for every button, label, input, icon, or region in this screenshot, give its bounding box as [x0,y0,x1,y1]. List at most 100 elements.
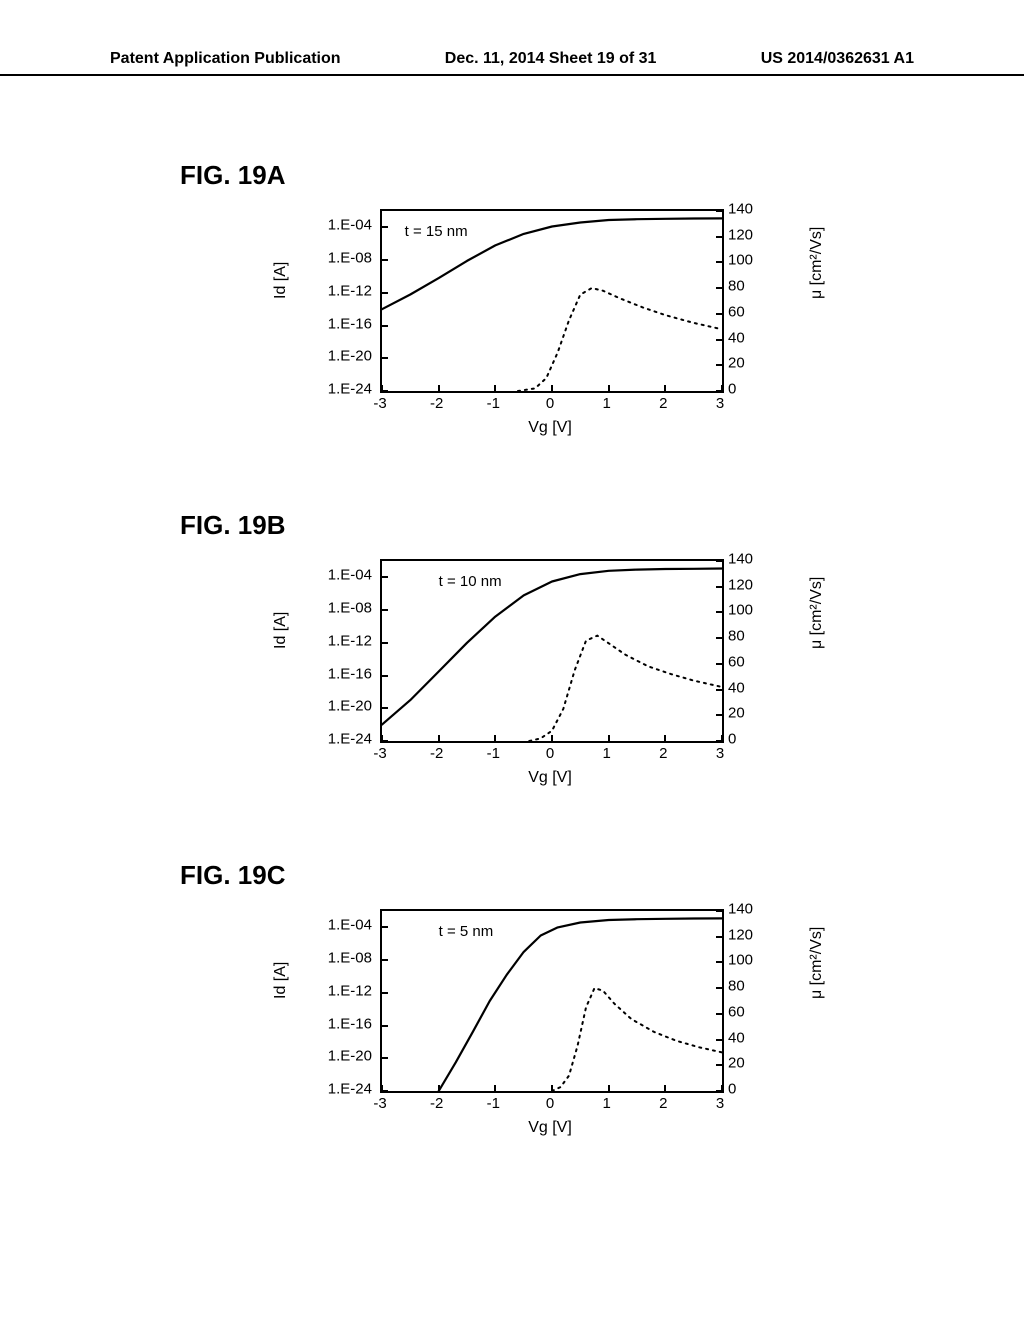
x-tick-label: 1 [602,395,610,412]
y1-tick-labels: 1.E-041.E-081.E-121.E-161.E-201.E-24 [300,909,376,1089]
id-curve [382,569,722,725]
x-axis-title: Vg [V] [380,769,720,787]
annotation: t = 5 nm [439,923,494,940]
x-tick-label: 2 [659,745,667,762]
figure-C: FIG. 19C Id [A] μ [cm²/Vs] Vg [V] 1.E-04 1.E-… [180,860,880,1159]
x-tick-label: -1 [487,395,500,412]
y1-tick-label: 1.E-08 [328,950,372,967]
x-tick-labels: -3-2-10123 [380,745,720,765]
y2-tick-label: 20 [728,355,745,372]
annotation: t = 15 nm [405,223,468,240]
figure-A: FIG. 19AId [A]μ [cm²/Vs]Vg [V]1.E-041.E-… [180,160,880,459]
y2-tick-label: 120 [728,226,753,243]
x-tick-label: -2 [430,745,443,762]
curves-svg [382,561,722,741]
plot-area: t = 10 nm [380,559,724,743]
y2-tick-label: 80 [728,278,745,295]
y2-tick-label: 120 [728,576,753,593]
y1-axis-title: Id [A] [272,262,290,299]
chart: Id [A]μ [cm²/Vs]Vg [V]1.E-041.E-081.E-12… [300,899,840,1159]
x-tick-labels: -3-2-10123 [380,395,720,415]
x-tick-label: 1 [602,1095,610,1112]
y2-tick-labels: 020406080100120140 [724,559,764,739]
y1-tick-labels: 1.E-041.E-081.E-121.E-161.E-201.E-24 [300,209,376,389]
header-center: Dec. 11, 2014 Sheet 19 of 31 [445,50,657,68]
x-tick-labels: -3-2-10123 [380,1095,720,1115]
y2-axis-title: μ [cm²/Vs] [808,577,826,649]
curves-svg [382,911,722,1091]
x-tick-label: 3 [716,745,724,762]
page-header: Patent Application Publication Dec. 11, … [0,50,1024,76]
x-tick-label: 0 [546,745,554,762]
y1-tick-label: 1.E-24 [328,731,372,748]
y2-axis-title: μ [cm²/Vs] [808,227,826,299]
y2-tick-label: 120 [728,926,753,943]
y1-tick-label: 1.E-16 [328,665,372,682]
y1-tick-labels: 1.E-041.E-081.E-121.E-161.E-201.E-24 [300,559,376,739]
y2-tick-label: 20 [728,1055,745,1072]
x-tick-label: 3 [716,395,724,412]
x-axis-title: Vg [V] [380,419,720,437]
x-tick-label: 0 [546,395,554,412]
header-right: US 2014/0362631 A1 [761,50,914,68]
y2-tick-label: 80 [728,628,745,645]
mobility-curve [518,288,722,391]
y2-axis-title: μ [cm²/Vs] [808,927,826,999]
y1-tick-label: 1.E-12 [328,982,372,999]
x-tick-label: 1 [602,745,610,762]
y1-tick-label: 1.E-20 [328,698,372,715]
y2-tick-label: 0 [728,381,736,398]
y1-tick-label: 1.E-24 [328,381,372,398]
y1-tick-label: 1.E-12 [328,632,372,649]
plot-area: t = 15 nm [380,209,724,393]
plot-area: t = 5 nm [380,909,724,1093]
page: Patent Application Publication Dec. 11, … [0,0,1024,1320]
y1-tick-label: 1.E-16 [328,1015,372,1032]
y2-tick-label: 140 [728,201,753,218]
x-tick-label: -2 [430,1095,443,1112]
y2-tick-label: 80 [728,978,745,995]
x-axis-title: Vg [V] [380,1119,720,1137]
chart: Id [A]μ [cm²/Vs]Vg [V]1.E-041.E-081.E-12… [300,199,840,459]
x-tick-label: -2 [430,395,443,412]
x-tick-label: -3 [373,395,386,412]
x-tick-label: 2 [659,1095,667,1112]
y1-tick-label: 1.E-20 [328,348,372,365]
y2-tick-labels: 020406080100120140 [724,209,764,389]
x-tick-label: -1 [487,745,500,762]
y2-tick-label: 100 [728,952,753,969]
y2-tick-label: 100 [728,252,753,269]
y2-tick-label: 40 [728,329,745,346]
y2-tick-label: 140 [728,901,753,918]
y1-axis-title: Id [A] [272,962,290,999]
y2-tick-label: 40 [728,679,745,696]
x-tick-label: -1 [487,1095,500,1112]
y2-tick-label: 60 [728,653,745,670]
y1-tick-label: 1.E-24 [328,1081,372,1098]
y1-tick-label: 1.E-04 [328,917,372,934]
y2-tick-label: 100 [728,602,753,619]
y1-tick-label: 1.E-08 [328,250,372,267]
y2-tick-label: 20 [728,705,745,722]
y2-tick-labels: 020406080100120140 [724,909,764,1089]
mobility-curve [552,988,722,1091]
id-curve [439,918,722,1091]
y1-tick-label: 1.E-04 [328,567,372,584]
figure-title: FIG. 19C [180,860,880,891]
y2-tick-label: 0 [728,731,736,748]
x-tick-label: -3 [373,1095,386,1112]
x-tick-label: 0 [546,1095,554,1112]
y1-tick-label: 1.E-12 [328,282,372,299]
figure-title: FIG. 19B [180,510,880,541]
y1-axis-title: Id [A] [272,612,290,649]
figure-title: FIG. 19A [180,160,880,191]
x-tick-label: 3 [716,1095,724,1112]
annotation: t = 10 nm [439,573,502,590]
y2-tick-label: 60 [728,303,745,320]
y1-tick-label: 1.E-20 [328,1048,372,1065]
mobility-curve [529,636,722,741]
y2-tick-label: 0 [728,1081,736,1098]
header-left: Patent Application Publication [110,50,341,68]
y2-tick-label: 140 [728,551,753,568]
y2-tick-label: 40 [728,1029,745,1046]
